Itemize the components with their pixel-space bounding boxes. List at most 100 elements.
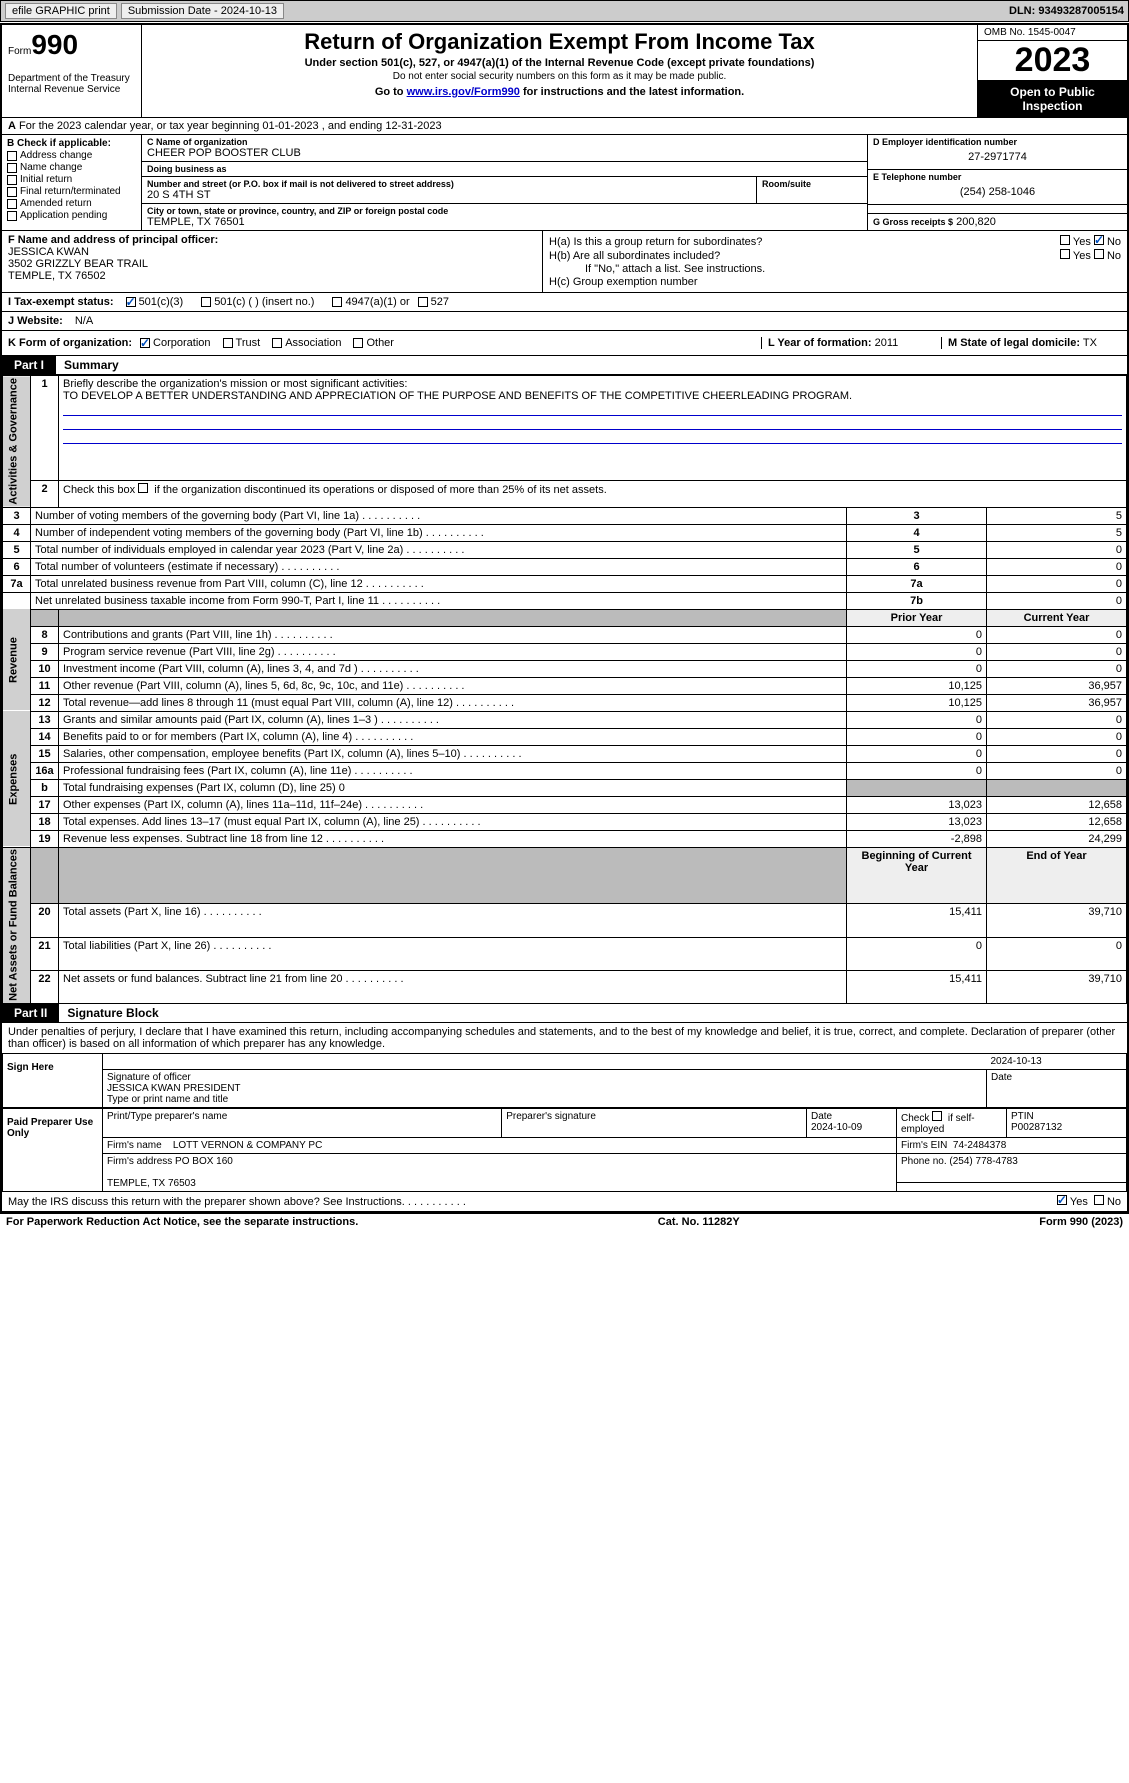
g-val: 200,820 <box>956 216 996 228</box>
footer-center: Cat. No. 11282Y <box>658 1216 740 1228</box>
firm-addr2: TEMPLE, TX 76503 <box>107 1178 196 1189</box>
exp-num-4: b <box>31 779 59 796</box>
ag-box-5: 7b <box>847 592 987 609</box>
discuss-row: May the IRS discuss this return with the… <box>2 1192 1127 1211</box>
lbl-address-change: Address change <box>20 150 92 161</box>
chk-initial-return[interactable] <box>7 175 17 185</box>
discuss-yes[interactable] <box>1057 1195 1067 1205</box>
exp-c-5: 12,658 <box>987 796 1127 813</box>
chk-501c[interactable] <box>201 297 211 307</box>
exp-num-3: 16a <box>31 762 59 779</box>
end-hdr: End of Year <box>987 847 1127 904</box>
exp-num-7: 19 <box>31 830 59 847</box>
f-lbl: F Name and address of principal officer: <box>8 234 536 246</box>
phone-val: (254) 778-4783 <box>949 1156 1017 1167</box>
exp-c-4 <box>987 779 1127 796</box>
opt-assoc: Association <box>285 337 341 349</box>
paid-preparer-label: Paid Preparer Use Only <box>3 1109 103 1192</box>
exp-lbl-6: Total expenses. Add lines 13–17 (must eq… <box>59 813 847 830</box>
firm-addr-lbl: Firm's address <box>107 1156 172 1167</box>
ag-num-0: 3 <box>3 507 31 524</box>
c-room-lbl: Room/suite <box>762 179 862 189</box>
rev-lbl-4: Total revenue—add lines 8 through 11 (mu… <box>59 694 847 711</box>
ag-box-3: 6 <box>847 558 987 575</box>
summary-table: Activities & Governance 1 Briefly descri… <box>2 375 1127 1004</box>
col-dg: D Employer identification number 27-2971… <box>867 135 1127 230</box>
chk-name-change[interactable] <box>7 163 17 173</box>
ag-val-4: 0 <box>987 575 1127 592</box>
ha-no[interactable] <box>1094 235 1104 245</box>
chk-self-emp[interactable] <box>932 1111 942 1121</box>
line1-lbl: Briefly describe the organization's miss… <box>63 378 407 390</box>
exp-c-7: 24,299 <box>987 830 1127 847</box>
hb-yes[interactable] <box>1060 249 1070 259</box>
rev-c-2: 0 <box>987 660 1127 677</box>
firm-ein-lbl: Firm's EIN <box>901 1140 947 1151</box>
submission-date-button[interactable]: Submission Date - 2024-10-13 <box>121 3 284 19</box>
form-container: Form990 Department of the Treasury Inter… <box>0 23 1129 1213</box>
d-lbl: D Employer identification number <box>873 137 1122 147</box>
lbl-initial-return: Initial return <box>20 174 72 185</box>
note2-post: for instructions and the latest informat… <box>520 86 744 98</box>
exp-lbl-4: Total fundraising expenses (Part IX, col… <box>59 779 847 796</box>
net-num-1: 21 <box>31 937 59 970</box>
discuss-text: May the IRS discuss this return with the… <box>8 1196 466 1208</box>
chk-other[interactable] <box>353 338 363 348</box>
chk-4947[interactable] <box>332 297 342 307</box>
ag-num-2: 5 <box>3 541 31 558</box>
date-lbl: Date <box>987 1070 1127 1108</box>
hb-no[interactable] <box>1094 249 1104 259</box>
public-inspection: Open to Public Inspection <box>978 81 1127 117</box>
exp-c-0: 0 <box>987 711 1127 728</box>
prior-hdr: Prior Year <box>847 609 987 626</box>
beg-hdr: Beginning of Current Year <box>847 847 987 904</box>
prep-sig-lbl: Preparer's signature <box>502 1109 807 1138</box>
chk-501c3[interactable] <box>126 297 136 307</box>
discuss-no[interactable] <box>1094 1195 1104 1205</box>
lbl-name-change: Name change <box>20 162 82 173</box>
opt-527: 527 <box>431 296 449 308</box>
form-number: 990 <box>31 29 78 60</box>
irs-link[interactable]: www.irs.gov/Form990 <box>407 86 520 98</box>
exp-p-6: 13,023 <box>847 813 987 830</box>
sign-here-label: Sign Here <box>3 1054 103 1108</box>
net-num-2: 22 <box>31 971 59 1004</box>
chk-corp[interactable] <box>140 338 150 348</box>
efile-print-button[interactable]: efile GRAPHIC print <box>5 3 117 19</box>
sect-ag: Activities & Governance <box>3 376 31 508</box>
f-street: 3502 GRIZZLY BEAR TRAIL <box>8 258 536 270</box>
f-city: TEMPLE, TX 76502 <box>8 270 536 282</box>
ag-num-1: 4 <box>3 524 31 541</box>
opt-corp: Corporation <box>153 337 210 349</box>
chk-527[interactable] <box>418 297 428 307</box>
rev-num-4: 12 <box>31 694 59 711</box>
note2-pre: Go to <box>375 86 407 98</box>
chk-trust[interactable] <box>223 338 233 348</box>
exp-c-1: 0 <box>987 728 1127 745</box>
j-lbl: J Website: <box>8 315 63 327</box>
opt-501c: 501(c) ( ) (insert no.) <box>214 296 314 308</box>
chk-amended-return[interactable] <box>7 199 17 209</box>
ha-yes[interactable] <box>1060 235 1070 245</box>
chk-application-pending[interactable] <box>7 211 17 221</box>
rev-blank <box>31 609 59 626</box>
chk-address-change[interactable] <box>7 151 17 161</box>
d-val: 27-2971774 <box>873 147 1122 167</box>
part-i-title: Summary <box>56 356 127 374</box>
opt-4947: 4947(a)(1) or <box>345 296 409 308</box>
sig-date: 2024-10-13 <box>987 1054 1127 1070</box>
chk-line2[interactable] <box>138 483 148 493</box>
lbl-application-pending: Application pending <box>20 210 107 221</box>
net-c-1: 0 <box>987 937 1127 970</box>
net-num-0: 20 <box>31 904 59 937</box>
chk-final-return[interactable] <box>7 187 17 197</box>
rev-num-1: 9 <box>31 643 59 660</box>
ag-num-3: 6 <box>3 558 31 575</box>
exp-p-7: -2,898 <box>847 830 987 847</box>
type-name-lbl: Type or print name and title <box>107 1094 228 1105</box>
exp-lbl-5: Other expenses (Part IX, column (A), lin… <box>59 796 847 813</box>
l-val: 2011 <box>875 337 899 349</box>
rev-lbl-0: Contributions and grants (Part VIII, lin… <box>59 626 847 643</box>
ag-box-4: 7a <box>847 575 987 592</box>
chk-assoc[interactable] <box>272 338 282 348</box>
